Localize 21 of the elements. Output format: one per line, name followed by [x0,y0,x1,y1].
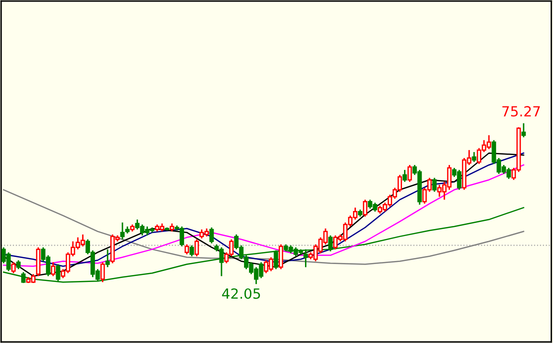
candlestick [105,248,110,268]
candlestick [194,238,199,257]
candlestick [190,244,194,257]
candlestick [472,151,476,163]
candlestick [120,222,125,240]
candlestick [209,226,214,244]
candlestick [303,248,308,268]
candlestick [278,244,284,270]
candlestick [184,244,190,255]
candlestick [432,177,437,192]
text: 42.05 [222,288,260,299]
candlestick [328,234,333,252]
candlestick [407,164,412,183]
text: 75.27 [502,106,540,117]
candlestick [11,262,16,274]
candlestick [100,262,105,283]
candlestick [402,169,407,183]
candlestick [521,122,526,138]
candlestick [362,199,368,218]
candlestick [274,250,278,270]
candlestick [50,262,56,277]
